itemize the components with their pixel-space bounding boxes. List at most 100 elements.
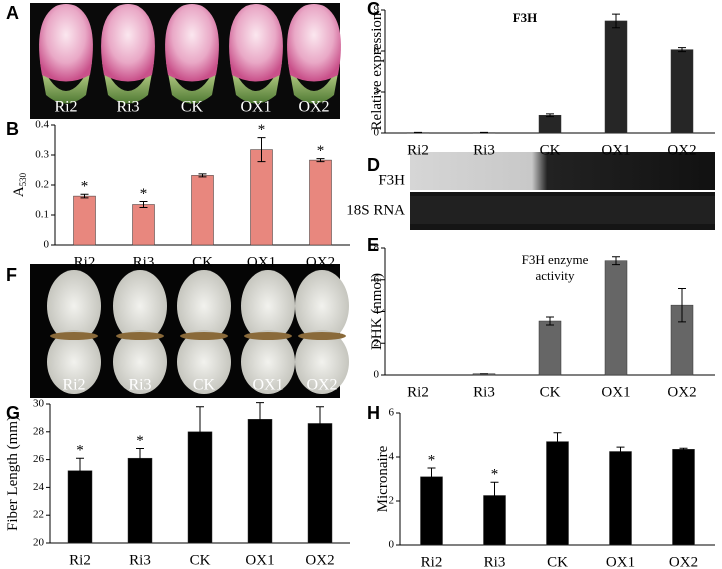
y-tick-label: 6 (374, 45, 380, 57)
error-bar (316, 158, 325, 163)
error-bar (490, 481, 499, 510)
x-tick-label: OX1 (601, 384, 630, 400)
x-tick-label: OX2 (667, 384, 696, 400)
seed (244, 332, 292, 340)
petal (39, 4, 93, 82)
bar (546, 441, 569, 546)
y-axis-label: Micronaire (375, 445, 391, 512)
panel-label: C (367, 0, 380, 19)
x-tick-label: OX1 (245, 552, 274, 568)
x-tick-label: OX2 (669, 554, 698, 569)
bar (609, 451, 632, 546)
significance-mark: * (317, 143, 325, 159)
x-tick-label: Ri3 (484, 554, 506, 569)
y-axis-label: DHK (nmol) (369, 273, 385, 350)
x-tick-label: Ri2 (407, 142, 429, 158)
y-tick-label: 4 (374, 305, 380, 317)
fiber (113, 330, 167, 394)
panel-label: B (6, 119, 19, 139)
error-bar (612, 256, 620, 266)
error-bar (316, 406, 324, 441)
y-tick-label: 0.1 (35, 209, 49, 221)
fiber (295, 270, 349, 342)
y-axis-label-main: A (11, 186, 27, 197)
y-axis-label-sub: 530 (18, 172, 28, 186)
petal (165, 4, 219, 82)
bar (191, 175, 214, 246)
fiber (177, 330, 231, 394)
error-bar (80, 193, 89, 199)
bar (538, 320, 562, 376)
error-bar (139, 201, 148, 208)
error-bar (612, 13, 620, 29)
y-tick-label: 9 (374, 4, 380, 16)
y-tick-label: 20 (33, 537, 45, 549)
x-tick-label: OX1 (247, 254, 276, 270)
y-tick-label: 0.2 (35, 179, 49, 191)
y-tick-label: 0 (389, 539, 395, 551)
significance-mark: * (81, 179, 89, 195)
photo-label: OX1 (240, 99, 271, 116)
bar (132, 204, 155, 246)
photo-label: Ri3 (128, 377, 151, 394)
flower-photo: Ri2 Ri3 CK OX1 OX2 (30, 3, 341, 119)
x-tick-label: Ri2 (421, 554, 443, 569)
error-bar (76, 457, 84, 484)
x-tick-label: CK (540, 142, 561, 158)
y-tick-label: 0 (374, 127, 380, 139)
error-bar (257, 137, 266, 163)
bar (604, 20, 628, 134)
error-bar (198, 173, 207, 178)
x-tick-label: OX2 (667, 142, 696, 158)
bar (307, 423, 333, 544)
sepal (166, 62, 218, 104)
y-tick-label: 0.3 (35, 149, 49, 161)
error-bar (196, 406, 204, 458)
photo-label: CK (193, 377, 216, 394)
photo-label: Ri2 (62, 377, 85, 394)
chart-title-box: F3H (513, 10, 538, 25)
x-tick-label: Ri3 (473, 142, 495, 158)
y-tick-label: 6 (389, 407, 395, 419)
blot-row-label: 18S RNA (346, 202, 405, 218)
seed (180, 332, 228, 340)
error-bar (427, 467, 436, 487)
fiber (47, 330, 101, 394)
y-tick-label: 2 (374, 337, 380, 349)
significance-mark: * (136, 433, 144, 449)
photo-label: OX2 (306, 377, 337, 394)
bar (670, 49, 694, 134)
y-axis-label: A530 (11, 172, 28, 197)
y-tick-label: 0.4 (35, 119, 49, 131)
photo-label: OX2 (298, 99, 329, 116)
photo-label: CK (181, 99, 204, 116)
blot-row-label: F3H (378, 172, 405, 188)
panel-label: D (367, 155, 380, 175)
error-bar (616, 446, 625, 457)
y-tick-label: 8 (374, 242, 380, 254)
error-bar (679, 447, 688, 451)
chart-title: F3H enzyme activity (521, 252, 589, 283)
y-axis-label: Fiber Length (mm) (5, 416, 21, 531)
bar (420, 476, 443, 546)
y-tick-label: 0 (374, 369, 380, 381)
x-tick-label: CK (547, 554, 568, 569)
y-axis-label-main: DHK (nmol) (369, 273, 385, 350)
photo-label: Ri3 (116, 99, 139, 116)
error-bar (480, 131, 488, 134)
error-bar (546, 113, 554, 118)
bar (604, 260, 628, 376)
significance-mark: * (76, 443, 84, 459)
y-tick-label: 26 (33, 453, 45, 465)
x-tick-label: Ri3 (473, 384, 495, 400)
x-tick-label: Ri2 (407, 384, 429, 400)
x-tick-label: OX2 (305, 552, 334, 568)
x-tick-label: Ri3 (133, 254, 155, 270)
fiber (241, 330, 295, 394)
petal (229, 4, 283, 82)
y-axis-label-main: Micronaire (375, 445, 391, 512)
bar (73, 195, 96, 246)
fiber (295, 330, 349, 394)
sepal (230, 62, 282, 104)
